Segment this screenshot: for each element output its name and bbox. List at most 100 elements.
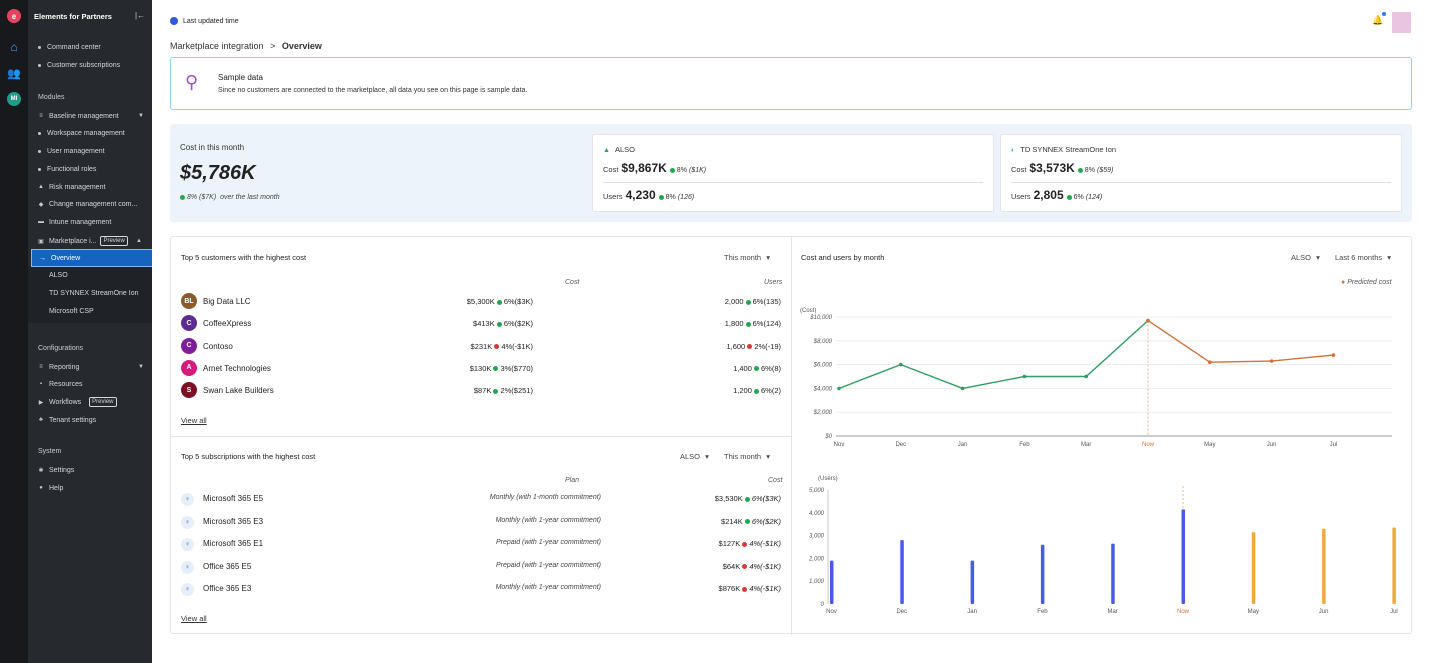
status-dot-icon <box>494 344 500 350</box>
divider <box>1011 182 1391 183</box>
bullet-icon <box>38 45 41 49</box>
user-avatar[interactable] <box>1392 12 1411 33</box>
sidebar-item-intune-management[interactable]: ▬ Intune management <box>38 218 112 226</box>
avatar[interactable]: MI <box>7 92 21 106</box>
collapse-sidebar-icon[interactable]: |← <box>135 11 146 20</box>
sidebar-item-settings[interactable]: ✱ Settings <box>38 466 75 474</box>
bell-icon[interactable]: 🔔 <box>1372 15 1384 25</box>
subscriptions-view-all-link[interactable]: View all <box>181 614 207 623</box>
arrow-right-icon: → <box>39 254 46 262</box>
table-row[interactable]: ♀ Microsoft 365 E5 Monthly (with 1-month c… <box>181 491 781 509</box>
table-row[interactable]: ♀ Office 365 E5 Prepaid (with 1-year commi… <box>181 559 781 577</box>
sidebar-subitem-microsoft-csp[interactable]: Microsoft CSP <box>49 308 94 315</box>
breadcrumb-current: Overview <box>281 41 322 51</box>
breadcrumb: Marketplace integration > Overview <box>170 41 322 51</box>
up-status-icon <box>1066 194 1072 200</box>
divider <box>171 436 791 437</box>
chart-period-dropdown[interactable]: Last 6 months ▾ <box>1335 253 1391 262</box>
sidebar-item-user-management[interactable]: User management <box>38 144 150 158</box>
table-row[interactable]: ♀ Office 365 E3 Monthly (with 1-year commi… <box>181 581 781 599</box>
status-dot-icon <box>493 366 499 372</box>
x-tick-label: Feb <box>1019 442 1030 448</box>
top-customers-title: Top 5 customers with the highest cost <box>181 253 307 262</box>
y-tick-label: $2,000 <box>813 410 833 416</box>
vendor-cost: Cost $9,867K 8% ($1K) <box>603 161 707 175</box>
table-row[interactable]: C CoffeeXpress $413K 6%($2K) 1,800 6%(124) <box>181 315 781 333</box>
chevron-down-icon: ▾ <box>1387 253 1391 262</box>
app-logo-icon[interactable]: e <box>7 9 21 23</box>
column-header-users: Users <box>764 279 783 286</box>
table-row[interactable]: BL Big Data LLC $5,300K 6%($3K) 2,000 6%(13… <box>181 293 781 311</box>
customer-cost: $130K 3%($770) <box>469 363 533 373</box>
sidebar-item-risk-management[interactable]: ▲ Risk management <box>38 183 106 191</box>
table-row[interactable]: C Contoso $231K 4%(-$1K) 1,600 2%(-19) <box>181 337 781 356</box>
y-axis-label: (Cost) <box>800 308 816 314</box>
x-tick-label: Now <box>1142 442 1155 448</box>
cost-summary: Cost in this month $5,786K 8% ($7K) over… <box>170 124 1412 222</box>
subscription-icon: ♀ <box>181 515 194 529</box>
sidebar-item-resources[interactable]: ▪ Resources <box>39 380 83 388</box>
sidebar-item-tenant-settings[interactable]: ♣ Tenant settings <box>39 416 97 424</box>
table-row[interactable]: A Arnet Technologies $130K 3%($770) 1,400 6… <box>181 359 781 378</box>
status-dot-icon <box>753 366 759 372</box>
up-status-icon <box>669 167 675 173</box>
subscription-plan: Monthly (with 1-year commitment) <box>495 516 601 524</box>
customer-cost: $231K 4%(-$1K) <box>470 341 533 351</box>
status-dot-icon <box>747 344 753 350</box>
sidebar-item-customer-subscriptions[interactable]: Customer subscriptions <box>38 58 150 72</box>
users-bar <box>900 540 904 604</box>
subscription-cost: $64K 4%(-$1K) <box>722 561 781 571</box>
users-icon[interactable]: 👥 <box>7 67 21 80</box>
x-tick-label: Mar <box>1081 442 1091 448</box>
y-tick-label: 4,000 <box>809 511 825 517</box>
sidebar-item-workflows[interactable]: ▶ Workflows Preview <box>38 395 150 409</box>
customers-period-dropdown[interactable]: This month ▾ <box>724 253 770 262</box>
breadcrumb-parent[interactable]: Marketplace integration <box>170 41 264 51</box>
home-icon[interactable]: ⌂ <box>10 40 18 54</box>
x-tick-label: Jan <box>958 442 968 448</box>
sidebar-subitem-td-synnex[interactable]: TD SYNNEX StreamOne Ion <box>49 290 139 297</box>
customer-users: 2,000 6%(135) <box>724 297 781 306</box>
data-point <box>1084 374 1088 379</box>
cost-users-chart: (Cost) $0 $2,000 $4,000 $6,000 $8,000 $10,000 N… <box>800 308 1398 615</box>
customers-view-all-link[interactable]: View all <box>181 416 207 425</box>
chevron-down-icon: ▾ <box>705 452 709 461</box>
top-subscriptions-title: Top 5 subscriptions with the highest cos… <box>181 452 316 461</box>
subscriptions-vendor-dropdown[interactable]: ALSO ▾ <box>680 452 709 461</box>
sidebar-subitem-also[interactable]: ALSO <box>49 272 68 279</box>
x-tick-label: Jul <box>1330 442 1338 448</box>
sidebar-item-reporting[interactable]: ≡ Reporting ▼ <box>39 363 144 371</box>
sidebar-item-command-center[interactable]: Command center <box>38 40 150 54</box>
sidebar-item-help[interactable]: ● Help <box>39 484 64 492</box>
vendor-card-td-synnex[interactable]: ◐ TD SYNNEX StreamOne Ion Cost $3,573K 8% (… <box>1000 134 1402 212</box>
customer-name: CoffeeXpress <box>203 319 252 329</box>
x-tick-label: Dec <box>895 442 906 448</box>
vendor-users: Users 4,230 8% (126) <box>603 188 695 202</box>
vendor-card-also[interactable]: ▲ ALSO Cost $9,867K 8% ($1K) Users 4,230 8% (… <box>592 134 994 212</box>
sidebar-item-baseline-management[interactable]: ≡ Baseline management ▼ <box>39 112 144 120</box>
icon-rail: e ⌂ 👥 MI <box>0 0 28 663</box>
sidebar-item-workspace-management[interactable]: Workspace management <box>38 126 150 140</box>
notification-dot <box>1382 12 1386 16</box>
notice-title: Sample data <box>218 73 263 82</box>
status-dot-icon <box>496 321 502 327</box>
chart-vendor-dropdown[interactable]: ALSO ▾ <box>1291 253 1320 262</box>
subscription-icon: ♀ <box>181 538 194 551</box>
y-tick-label: $0 <box>824 434 832 440</box>
sidebar-item-functional-roles[interactable]: Functional roles <box>38 162 150 176</box>
chevron-down-icon: ▼ <box>138 113 144 119</box>
y-tick-label: 5,000 <box>809 488 825 494</box>
chevron-up-icon: ▲ <box>136 238 142 244</box>
table-row[interactable]: ♀ Microsoft 365 E1 Prepaid (with 1-year co… <box>181 536 781 554</box>
subscription-name: Microsoft 365 E1 <box>203 539 264 548</box>
table-row[interactable]: ♀ Microsoft 365 E3 Monthly (with 1-year co… <box>181 514 781 532</box>
table-row[interactable]: S Swan Lake Builders $87K 2%($251) 1,200 6%… <box>181 382 781 400</box>
users-bar <box>1111 543 1115 604</box>
sidebar-item-marketplace-integration[interactable]: ▣ Marketplace i... Preview ▲ <box>38 236 142 246</box>
clock-icon <box>170 17 178 25</box>
cost-month-delta: 8% ($7K) over the last month <box>180 194 280 201</box>
subscriptions-period-dropdown[interactable]: This month ▾ <box>724 452 770 461</box>
sidebar-item-change-management[interactable]: ◆ Change management com... <box>38 200 138 208</box>
status-dot-icon <box>745 321 751 327</box>
